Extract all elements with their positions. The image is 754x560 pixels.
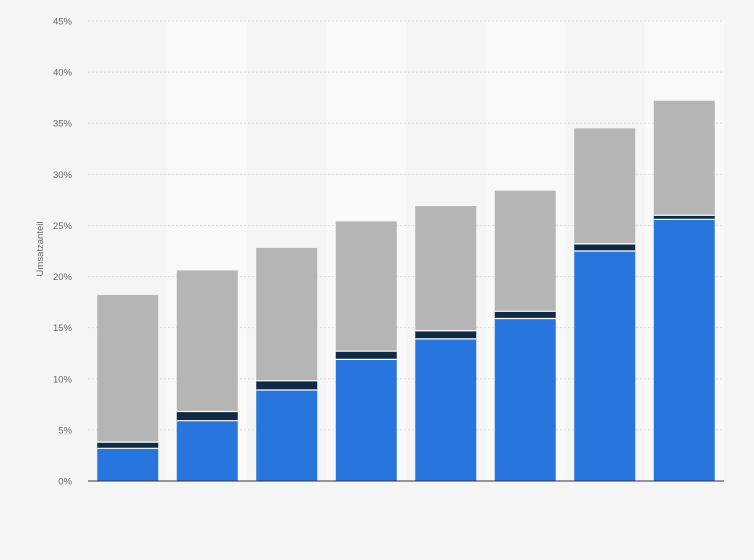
bar-segment-1[interactable] [176,420,238,481]
bar-segment-3[interactable] [494,190,556,312]
bar-segment-1[interactable] [574,251,636,481]
bar-segment-2[interactable] [97,442,159,449]
y-tick-label: 40% [53,68,73,79]
bar-segment-2[interactable] [335,351,397,360]
y-tick-label: 25% [53,221,73,232]
y-tick-label: 0% [58,477,72,488]
bar-segment-2[interactable] [574,243,636,251]
bar-segment-3[interactable] [653,100,715,216]
bar-segment-2[interactable] [256,380,318,391]
y-axis-tick-labels: 0% 5% 10% 15% 20% 25% 30% 35% 40% 45% [53,17,73,488]
y-tick-label: 30% [53,170,73,181]
bar-segment-1[interactable] [415,338,477,481]
bar-segment-3[interactable] [574,128,636,244]
y-axis-title: Umsatzanteil [35,222,46,277]
y-tick-label: 20% [53,272,73,283]
bar-segment-1[interactable] [256,390,318,481]
bar-segment-3[interactable] [176,270,238,412]
bar-segment-3[interactable] [97,294,159,443]
y-tick-label: 45% [53,17,73,28]
bar-segment-2[interactable] [415,330,477,339]
bar-segment-3[interactable] [415,206,477,331]
bar-segment-1[interactable] [494,318,556,481]
bar-segment-3[interactable] [335,221,397,352]
bar-segment-1[interactable] [97,448,159,481]
y-tick-label: 10% [53,374,73,385]
bars [97,100,715,482]
bar-segment-1[interactable] [335,359,397,481]
bar-segment-2[interactable] [494,311,556,319]
y-tick-label: 35% [53,119,73,130]
y-tick-label: 5% [58,425,72,436]
bar-segment-2[interactable] [653,215,715,220]
bar-segment-3[interactable] [256,247,318,381]
bar-segment-1[interactable] [653,219,715,482]
bar-segment-2[interactable] [176,411,238,421]
y-tick-label: 15% [53,323,73,334]
